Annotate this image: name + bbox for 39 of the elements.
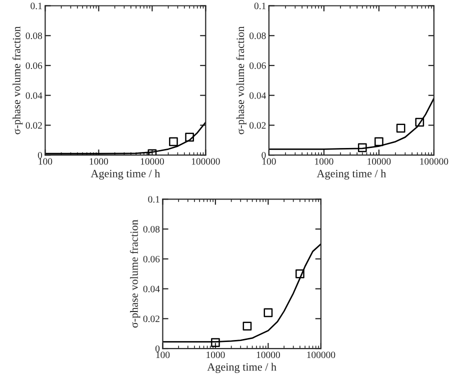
y-tick-label: 0.1 (148, 196, 160, 203)
x-axis-title: Ageing time / h (316, 169, 386, 180)
point (358, 143, 367, 152)
y-tick-label: 0.06 (143, 256, 160, 262)
x-tick-label: 100000 (420, 158, 448, 165)
y-tick-label: 0.02 (143, 316, 160, 322)
y-tick-label: 0.06 (26, 62, 42, 70)
y-tick-label: 0.08 (143, 226, 160, 233)
x-tick-label: 10000 (368, 158, 391, 165)
y-axis-title: σ-phase volume fraction (236, 26, 246, 134)
y-axis-title: σ-phase volume fraction (12, 26, 23, 134)
x-tick-label: 1000 (315, 158, 334, 165)
y-tick-label: 0.04 (26, 92, 42, 99)
y-tick-label: 0.02 (26, 122, 42, 129)
x-axis-title: Ageing time / h (90, 169, 160, 180)
x-tick-label: 1000 (90, 158, 108, 165)
x-tick-label: 100 (38, 158, 52, 165)
y-tick-label: 0 (262, 152, 266, 159)
y-tick-label: 0 (38, 152, 42, 159)
x-axis-title: Ageing time / h (207, 362, 276, 374)
y-tick-label: 0.04 (143, 286, 160, 292)
y-tick-label: 0.1 (30, 2, 42, 10)
x-tick-label: 1000 (206, 352, 225, 358)
y-axis-title: σ-phase volume fraction (130, 220, 140, 328)
x-tick-label: 10000 (140, 158, 164, 165)
point (396, 124, 406, 133)
y-tick-label: 0 (155, 345, 160, 352)
y-tick-label: 0.02 (250, 122, 266, 129)
y-tick-label: 0.08 (250, 32, 266, 40)
point (415, 118, 424, 127)
x-tick-label: 100 (156, 352, 170, 358)
x-tick-label: 100000 (307, 352, 336, 358)
y-tick-label: 0.1 (254, 2, 266, 10)
y-tick-label: 0.06 (250, 62, 266, 70)
x-tick-label: 100 (262, 158, 276, 165)
x-tick-label: 100000 (192, 158, 220, 165)
x-tick-label: 10000 (256, 352, 280, 358)
y-tick-label: 0.08 (26, 32, 42, 40)
y-tick-label: 0.04 (250, 92, 266, 99)
